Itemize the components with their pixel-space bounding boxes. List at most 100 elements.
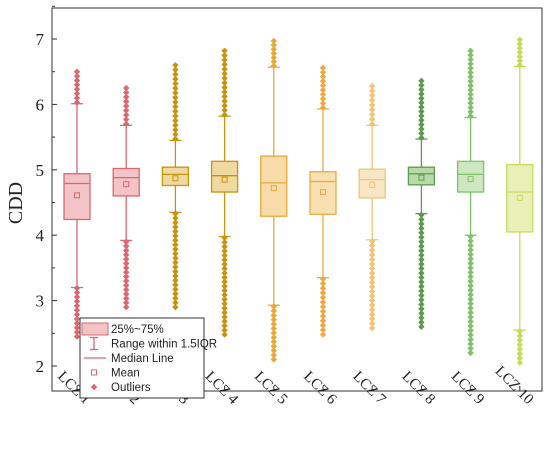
outlier-point xyxy=(221,291,228,299)
outlier-point xyxy=(467,91,474,98)
outlier-point xyxy=(467,95,474,102)
legend: 25%~75% Range within 1.5IQR Median Line Mea… xyxy=(79,317,217,399)
outlier-point xyxy=(221,84,228,91)
outlier-point xyxy=(221,52,228,59)
outlier-point xyxy=(221,309,228,316)
box-group xyxy=(506,36,534,366)
outlier-point xyxy=(516,49,523,56)
outlier-point xyxy=(418,256,425,263)
y-tick-label: 3 xyxy=(36,292,45,311)
y-tick-label: 6 xyxy=(36,95,45,114)
outlier-point xyxy=(418,130,425,137)
outlier-point xyxy=(319,317,327,324)
outlier-point xyxy=(73,324,81,331)
mean-marker xyxy=(369,181,376,188)
outlier-point xyxy=(467,309,474,316)
outlier-point xyxy=(221,93,228,100)
outlier-point xyxy=(516,40,523,48)
outlier-point xyxy=(467,282,474,289)
outlier-point xyxy=(73,68,81,75)
box-group xyxy=(112,84,140,311)
outlier-point xyxy=(418,103,425,111)
outlier-point xyxy=(123,277,130,285)
x-tick-label: LCZ 10 xyxy=(492,363,537,408)
outlier-point xyxy=(73,302,81,309)
outlier-point xyxy=(172,112,179,120)
outlier-point xyxy=(270,41,277,49)
box-group xyxy=(358,82,386,332)
outlier-point xyxy=(418,274,425,281)
outlier-point xyxy=(123,242,130,250)
outlier-point xyxy=(221,256,228,264)
outlier-point xyxy=(319,331,327,338)
outlier-point xyxy=(516,341,523,348)
outlier-point xyxy=(172,219,179,226)
outlier-point xyxy=(467,51,474,59)
outlier-point xyxy=(369,116,376,123)
outlier-point xyxy=(516,44,523,52)
outlier-point xyxy=(123,102,130,110)
outlier-point xyxy=(172,268,179,275)
outlier-point xyxy=(418,305,425,313)
iqr-box xyxy=(407,166,436,186)
outlier-point xyxy=(467,56,474,63)
mean-marker xyxy=(467,175,474,182)
outlier-point xyxy=(73,315,81,323)
outlier-point xyxy=(73,77,81,84)
outlier-point xyxy=(221,97,228,105)
outlier-point xyxy=(221,65,228,73)
outlier-point xyxy=(221,247,228,255)
outlier-point xyxy=(418,278,425,286)
outlier-point xyxy=(221,265,228,272)
outlier-point xyxy=(172,80,179,87)
outlier-point xyxy=(172,263,179,271)
outlier-point xyxy=(467,264,474,272)
outlier-point xyxy=(319,82,327,89)
outlier-point xyxy=(270,37,277,45)
outlier-point xyxy=(123,120,130,128)
outlier-point xyxy=(319,86,327,94)
box-group xyxy=(456,47,485,357)
outlier-point xyxy=(418,314,425,322)
outlier-point xyxy=(319,294,327,301)
outlier-point xyxy=(123,89,130,96)
outlier-point xyxy=(270,50,277,57)
outlier-point xyxy=(369,82,376,90)
outlier-point xyxy=(467,304,474,312)
outlier-point xyxy=(467,269,474,276)
outlier-point xyxy=(418,323,425,330)
outlier-point xyxy=(319,104,327,111)
outlier-point xyxy=(369,311,376,318)
outlier-point xyxy=(467,313,474,321)
legend-label: Mean xyxy=(111,368,140,380)
outlier-point xyxy=(369,260,376,268)
y-axis: 2 3 4 5 6 7 xyxy=(36,5,57,376)
outlier-point xyxy=(516,36,523,43)
outlier-point xyxy=(73,328,81,336)
outlier-point xyxy=(467,73,474,81)
outlier-point xyxy=(418,117,425,124)
outlier-point xyxy=(221,296,228,303)
outlier-point xyxy=(172,108,179,115)
outlier-point xyxy=(172,250,179,257)
outlier-point xyxy=(123,111,130,119)
outlier-point xyxy=(221,75,228,82)
outlier-point xyxy=(270,307,277,315)
outlier-point xyxy=(369,320,376,327)
y-axis-label: CDD xyxy=(5,182,27,224)
mean-marker xyxy=(320,189,326,196)
outlier-point xyxy=(369,269,376,277)
outlier-point xyxy=(172,241,179,248)
outlier-point xyxy=(516,57,523,65)
outlier-point xyxy=(467,291,474,298)
box-series xyxy=(63,36,534,366)
outlier-point xyxy=(123,260,130,267)
outlier-point xyxy=(172,223,179,231)
outlier-point xyxy=(369,292,376,300)
outlier-point xyxy=(221,318,228,325)
mean-marker xyxy=(270,185,277,192)
outlier-point xyxy=(467,295,474,303)
outlier-point xyxy=(123,273,130,280)
outlier-point xyxy=(123,255,130,263)
